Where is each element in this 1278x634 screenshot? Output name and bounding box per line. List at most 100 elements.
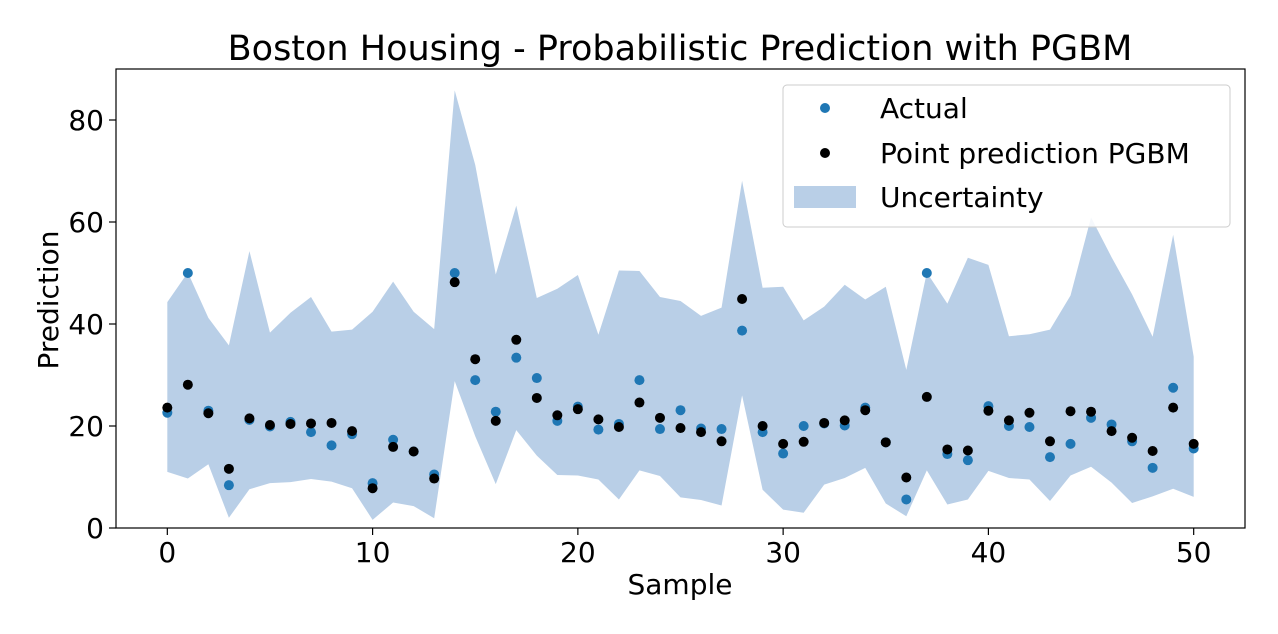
legend-prediction-marker (820, 148, 830, 158)
prediction-point (470, 354, 481, 365)
prediction-point (1147, 445, 1158, 456)
prediction-point (182, 379, 193, 390)
prediction-point (1127, 432, 1138, 443)
actual-point (511, 352, 522, 363)
prediction-point (552, 410, 563, 421)
actual-point (1065, 438, 1076, 449)
actual-point (531, 373, 542, 384)
actual-point (962, 455, 973, 466)
prediction-point (306, 418, 317, 429)
y-tick-label: 40 (68, 308, 104, 341)
prediction-point (839, 415, 850, 426)
prediction-point (531, 392, 542, 403)
prediction-point (737, 294, 748, 305)
x-tick-label: 50 (1176, 536, 1212, 569)
y-tick-label: 60 (68, 206, 104, 239)
x-tick-label: 30 (765, 536, 801, 569)
actual-point (654, 424, 665, 435)
prediction-point (162, 402, 173, 413)
actual-point (778, 448, 789, 459)
prediction-point (654, 412, 665, 423)
actual-point (1147, 462, 1158, 473)
prediction-point (1024, 407, 1035, 418)
actual-point (388, 434, 399, 445)
actual-point (470, 375, 481, 386)
prediction-point (942, 444, 953, 455)
prediction-point (347, 426, 358, 437)
actual-point (449, 268, 460, 278)
prediction-point (860, 405, 871, 416)
actual-point (921, 268, 932, 278)
prediction-point (223, 463, 234, 474)
actual-point (223, 480, 234, 491)
prediction-point (1086, 406, 1097, 417)
legend-actual-marker (820, 103, 830, 113)
legend-uncertainty-swatch (794, 186, 856, 208)
prediction-point (696, 427, 707, 438)
prediction-point (572, 404, 583, 415)
prediction-point (1003, 415, 1014, 426)
actual-point (306, 427, 317, 438)
actual-point (1024, 422, 1035, 433)
prediction-point (511, 334, 522, 345)
prediction-point (675, 423, 686, 434)
x-tick-label: 0 (158, 536, 176, 569)
prediction-point (264, 419, 275, 430)
y-axis-label: Prediction (32, 230, 65, 369)
prediction-point (593, 414, 604, 425)
legend-uncertainty-label: Uncertainty (880, 181, 1044, 214)
legend-frame (782, 84, 1231, 228)
prediction-point (634, 397, 645, 408)
actual-point (1044, 452, 1055, 463)
y-tick-label: 20 (68, 410, 104, 443)
prediction-point (429, 473, 440, 484)
y-tick-label: 80 (68, 104, 104, 137)
actual-point (737, 325, 748, 336)
prediction-point (1168, 402, 1179, 413)
x-tick-label: 20 (560, 536, 596, 569)
prediction-point (1065, 406, 1076, 417)
prediction-point (1106, 426, 1117, 437)
prediction-point (983, 405, 994, 416)
prediction-point (798, 436, 809, 447)
prediction-point (1188, 438, 1199, 449)
prediction-point (921, 391, 932, 402)
prediction-point (285, 418, 296, 429)
prediction-point (388, 441, 399, 452)
uncertainty-band (167, 90, 1194, 520)
x-tick-label: 10 (355, 536, 391, 569)
prediction-point (244, 413, 255, 424)
prediction-point (367, 483, 378, 494)
prediction-point (613, 422, 624, 433)
plot-area (162, 90, 1199, 520)
actual-point (182, 268, 193, 278)
actual-point (326, 440, 337, 451)
actual-point (675, 405, 686, 416)
prediction-point (962, 445, 973, 456)
x-tick-label: 40 (971, 536, 1007, 569)
actual-point (634, 375, 645, 386)
prediction-point (1044, 436, 1055, 447)
axes-frame (115, 68, 1246, 529)
actual-point (901, 494, 912, 505)
chart-title: Boston Housing - Probabilistic Predictio… (228, 29, 1133, 69)
prediction-point (449, 277, 460, 288)
axis-ticks: 0 10 20 30 40 50 0 20 40 60 80 (68, 104, 1211, 569)
actual-point (593, 424, 604, 435)
prediction-point (880, 437, 891, 448)
prediction-point (716, 436, 727, 447)
legend-prediction-label: Point prediction PGBM (880, 137, 1190, 170)
prediction-point (490, 415, 501, 426)
prediction-point (819, 417, 830, 428)
legend: Actual Point prediction PGBM Uncertainty (782, 84, 1231, 228)
x-axis-label: Sample (628, 568, 733, 601)
prediction-point (778, 438, 789, 449)
actual-point (1168, 382, 1179, 393)
prediction-point (326, 417, 337, 428)
legend-actual-label: Actual (880, 92, 968, 125)
prediction-point (408, 446, 419, 457)
actual-point (716, 424, 727, 435)
prediction-point (757, 421, 768, 431)
prediction-point (203, 408, 214, 419)
